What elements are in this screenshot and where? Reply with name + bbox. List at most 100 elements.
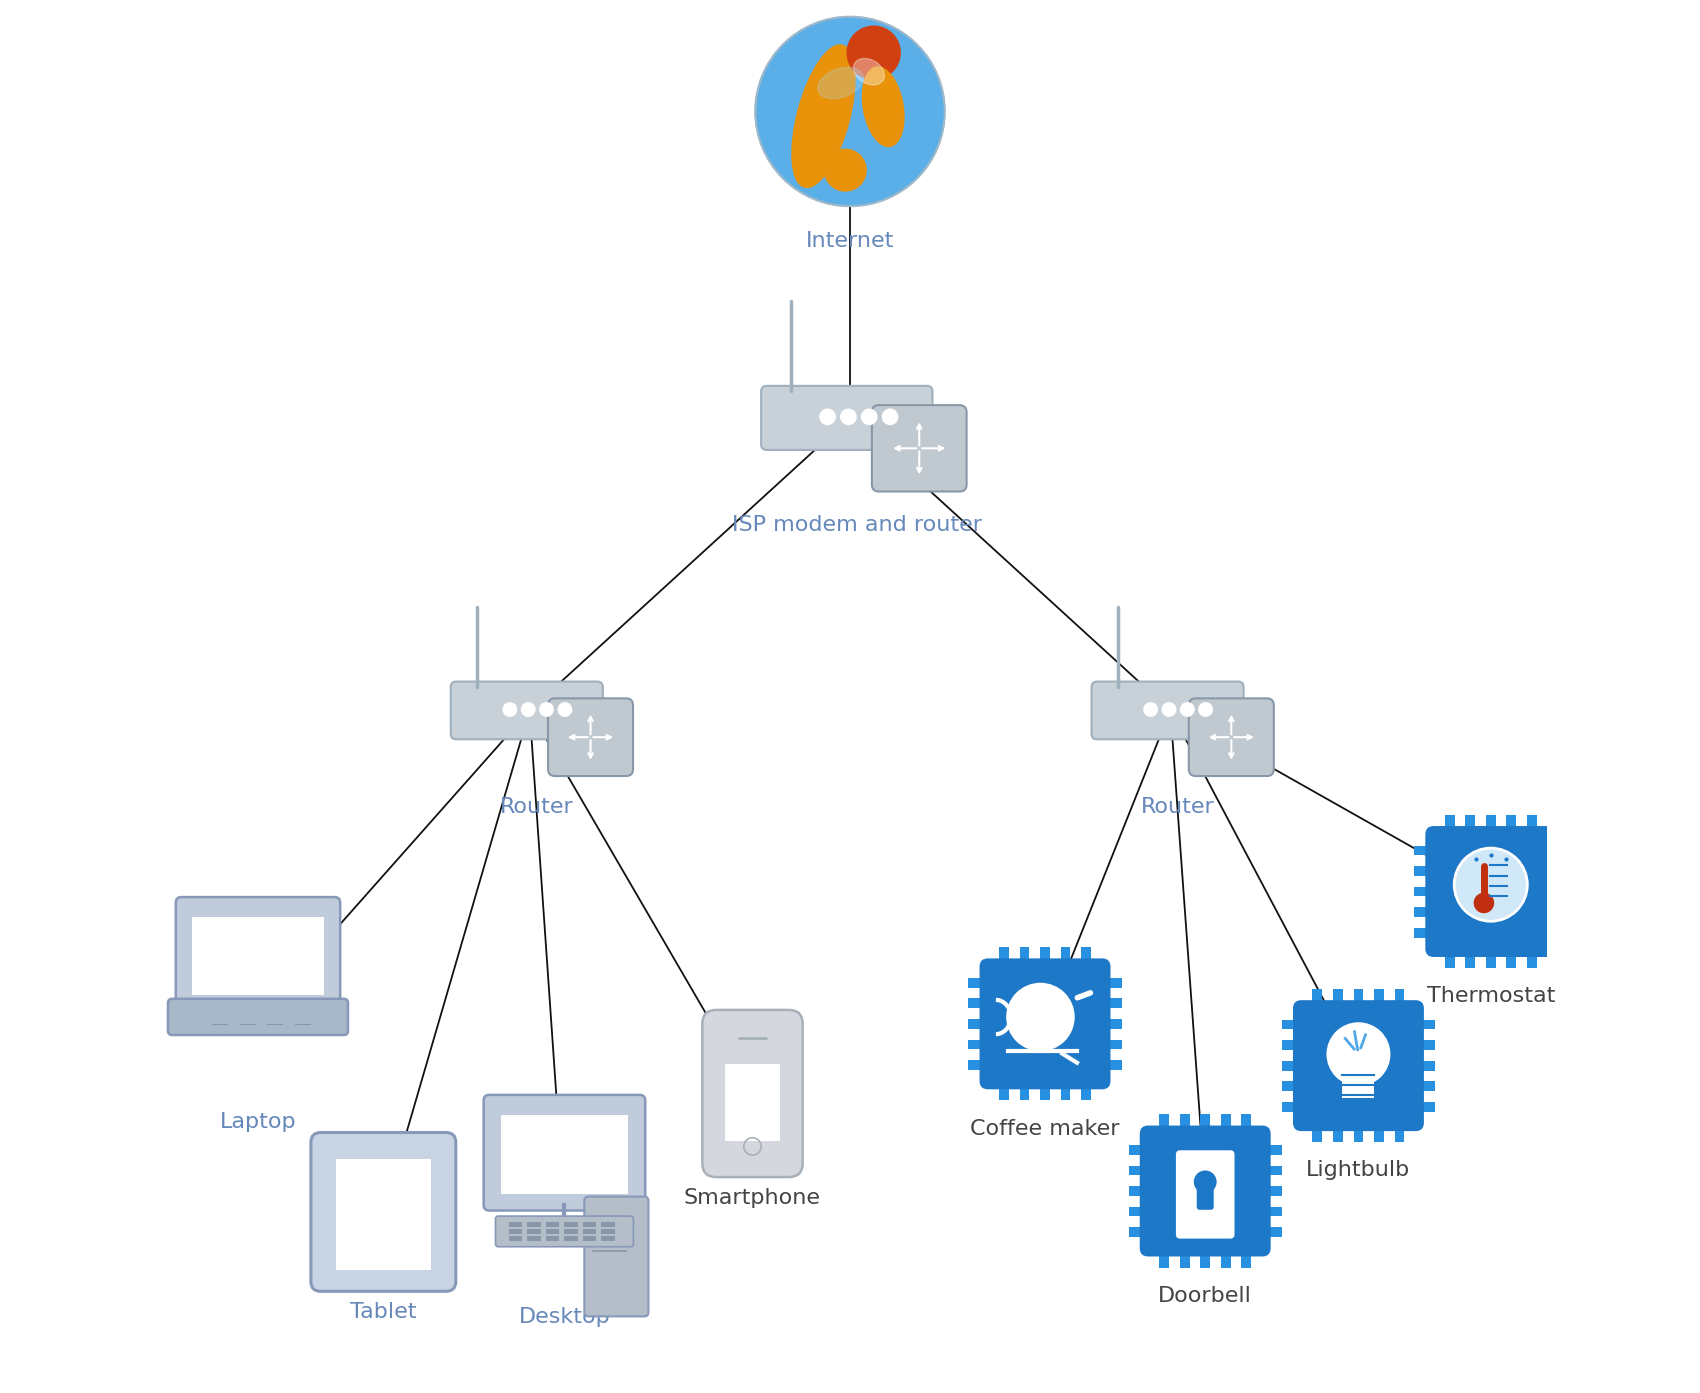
Circle shape — [1454, 848, 1527, 921]
FancyBboxPatch shape — [1394, 989, 1404, 1009]
FancyBboxPatch shape — [175, 897, 340, 1009]
FancyBboxPatch shape — [1374, 989, 1384, 1009]
Circle shape — [1326, 1022, 1391, 1087]
FancyBboxPatch shape — [1486, 815, 1496, 834]
Circle shape — [755, 17, 945, 206]
FancyBboxPatch shape — [547, 698, 632, 776]
FancyBboxPatch shape — [1282, 1102, 1300, 1112]
FancyBboxPatch shape — [1549, 886, 1567, 897]
FancyBboxPatch shape — [1527, 815, 1537, 834]
FancyBboxPatch shape — [1353, 989, 1363, 1009]
FancyBboxPatch shape — [192, 917, 325, 995]
FancyBboxPatch shape — [1102, 1020, 1122, 1028]
FancyBboxPatch shape — [1102, 1060, 1122, 1070]
Circle shape — [1474, 893, 1494, 914]
FancyBboxPatch shape — [583, 1223, 597, 1227]
FancyBboxPatch shape — [311, 1133, 456, 1291]
FancyBboxPatch shape — [1312, 1123, 1323, 1142]
Text: Thermostat: Thermostat — [1426, 986, 1556, 1006]
FancyBboxPatch shape — [508, 1237, 522, 1241]
Circle shape — [862, 410, 877, 425]
FancyBboxPatch shape — [1263, 1206, 1282, 1216]
FancyBboxPatch shape — [1549, 866, 1567, 876]
FancyBboxPatch shape — [1312, 989, 1323, 1009]
FancyBboxPatch shape — [1414, 928, 1433, 937]
FancyBboxPatch shape — [1425, 826, 1556, 957]
FancyBboxPatch shape — [1180, 1114, 1190, 1134]
FancyBboxPatch shape — [1081, 947, 1091, 967]
FancyBboxPatch shape — [546, 1223, 559, 1227]
FancyBboxPatch shape — [1416, 1041, 1435, 1050]
Circle shape — [819, 410, 835, 425]
FancyBboxPatch shape — [1129, 1145, 1148, 1155]
FancyBboxPatch shape — [583, 1237, 597, 1241]
FancyBboxPatch shape — [1263, 1227, 1282, 1237]
FancyBboxPatch shape — [1159, 1248, 1170, 1268]
Ellipse shape — [862, 67, 904, 146]
Text: Router: Router — [1141, 797, 1214, 816]
FancyBboxPatch shape — [1129, 1227, 1148, 1237]
FancyBboxPatch shape — [1241, 1114, 1251, 1134]
FancyBboxPatch shape — [502, 1114, 627, 1194]
FancyBboxPatch shape — [969, 1060, 988, 1070]
FancyBboxPatch shape — [1465, 815, 1476, 834]
Text: Router: Router — [500, 797, 573, 816]
FancyBboxPatch shape — [1263, 1145, 1282, 1155]
FancyBboxPatch shape — [602, 1237, 615, 1241]
FancyBboxPatch shape — [564, 1230, 578, 1234]
FancyBboxPatch shape — [1374, 1123, 1384, 1142]
Circle shape — [1144, 702, 1158, 716]
FancyBboxPatch shape — [1282, 1061, 1300, 1070]
FancyBboxPatch shape — [508, 1230, 522, 1234]
FancyBboxPatch shape — [1241, 1248, 1251, 1268]
FancyBboxPatch shape — [1465, 949, 1476, 968]
FancyBboxPatch shape — [872, 405, 967, 492]
FancyBboxPatch shape — [724, 1064, 780, 1141]
Circle shape — [503, 702, 517, 716]
FancyBboxPatch shape — [527, 1223, 541, 1227]
FancyBboxPatch shape — [1000, 947, 1008, 967]
Text: Tablet: Tablet — [350, 1302, 416, 1322]
FancyBboxPatch shape — [1414, 907, 1433, 917]
FancyBboxPatch shape — [602, 1230, 615, 1234]
FancyBboxPatch shape — [1549, 907, 1567, 917]
FancyBboxPatch shape — [1506, 815, 1516, 834]
FancyBboxPatch shape — [564, 1237, 578, 1241]
FancyBboxPatch shape — [1000, 1081, 1008, 1100]
FancyBboxPatch shape — [1061, 947, 1071, 967]
Ellipse shape — [792, 45, 855, 188]
FancyBboxPatch shape — [969, 1039, 988, 1049]
FancyBboxPatch shape — [483, 1095, 646, 1211]
FancyBboxPatch shape — [1129, 1206, 1148, 1216]
Circle shape — [558, 702, 571, 716]
FancyBboxPatch shape — [1200, 1114, 1210, 1134]
FancyBboxPatch shape — [1414, 846, 1433, 855]
FancyBboxPatch shape — [762, 386, 933, 450]
FancyBboxPatch shape — [546, 1230, 559, 1234]
FancyBboxPatch shape — [1486, 949, 1496, 968]
FancyBboxPatch shape — [602, 1223, 615, 1227]
FancyBboxPatch shape — [527, 1237, 541, 1241]
FancyBboxPatch shape — [168, 999, 348, 1035]
FancyBboxPatch shape — [495, 1216, 634, 1247]
FancyBboxPatch shape — [1139, 1126, 1270, 1256]
FancyBboxPatch shape — [583, 1230, 597, 1234]
FancyBboxPatch shape — [1414, 886, 1433, 897]
FancyBboxPatch shape — [1221, 1114, 1231, 1134]
Text: Internet: Internet — [806, 231, 894, 251]
FancyBboxPatch shape — [1221, 1248, 1231, 1268]
Ellipse shape — [818, 67, 864, 99]
FancyBboxPatch shape — [1333, 989, 1343, 1009]
Text: Desktop: Desktop — [518, 1307, 610, 1326]
Text: ISP modem and router: ISP modem and router — [733, 515, 983, 535]
FancyArrowPatch shape — [1078, 993, 1090, 997]
FancyBboxPatch shape — [1020, 1081, 1028, 1100]
FancyBboxPatch shape — [508, 1223, 522, 1227]
FancyBboxPatch shape — [1176, 1151, 1234, 1238]
FancyBboxPatch shape — [1200, 1248, 1210, 1268]
FancyBboxPatch shape — [1506, 949, 1516, 968]
FancyBboxPatch shape — [1197, 1178, 1214, 1209]
FancyBboxPatch shape — [1353, 1123, 1363, 1142]
Circle shape — [824, 149, 865, 191]
FancyBboxPatch shape — [1129, 1187, 1148, 1195]
